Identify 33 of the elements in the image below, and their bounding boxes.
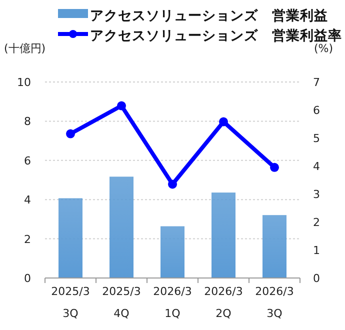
x-tick-label: 2025/3 4Q [102, 285, 141, 320]
y-tick-label: 8 [24, 115, 31, 128]
y2-tick-label: 4 [313, 160, 320, 173]
y-tick-label: 4 [24, 194, 31, 207]
bar [160, 226, 184, 278]
y2-tick-label: 6 [313, 104, 320, 117]
y-tick-label: 10 [17, 76, 31, 89]
point [168, 180, 177, 189]
y2-tick-label: 7 [313, 76, 320, 89]
y-tick-label: 0 [24, 272, 31, 285]
y2-axis-title: (%) [314, 42, 333, 55]
legend-label: アクセスソリューションズ 営業利益率 [90, 27, 342, 44]
x-tick-label: 2025/3 3Q [51, 285, 90, 320]
x-tick-label: 2026/3 2Q [204, 285, 243, 320]
y-tick-label: 2 [24, 232, 31, 246]
bar [110, 176, 134, 278]
y-tick-label: 6 [24, 154, 31, 168]
x-tick-label: 2026/3 3Q [255, 285, 294, 320]
point [270, 162, 279, 172]
y2-tick-label: 3 [313, 188, 320, 201]
bar [58, 198, 82, 278]
bar [262, 215, 286, 278]
point [117, 101, 126, 110]
bar [212, 192, 236, 278]
y2-tick-label: 5 [313, 132, 320, 145]
x-tick-label: 2026/3 1Q [153, 285, 192, 320]
legend-label: アクセスソリューションズ 営業利益 [90, 8, 328, 24]
y2-tick-label: 0 [313, 272, 320, 285]
point [66, 129, 75, 138]
y2-tick-label: 1 [313, 244, 320, 257]
y-axis-title: (十億円) [4, 42, 46, 55]
point [219, 117, 228, 126]
y2-tick-label: 2 [313, 216, 320, 229]
